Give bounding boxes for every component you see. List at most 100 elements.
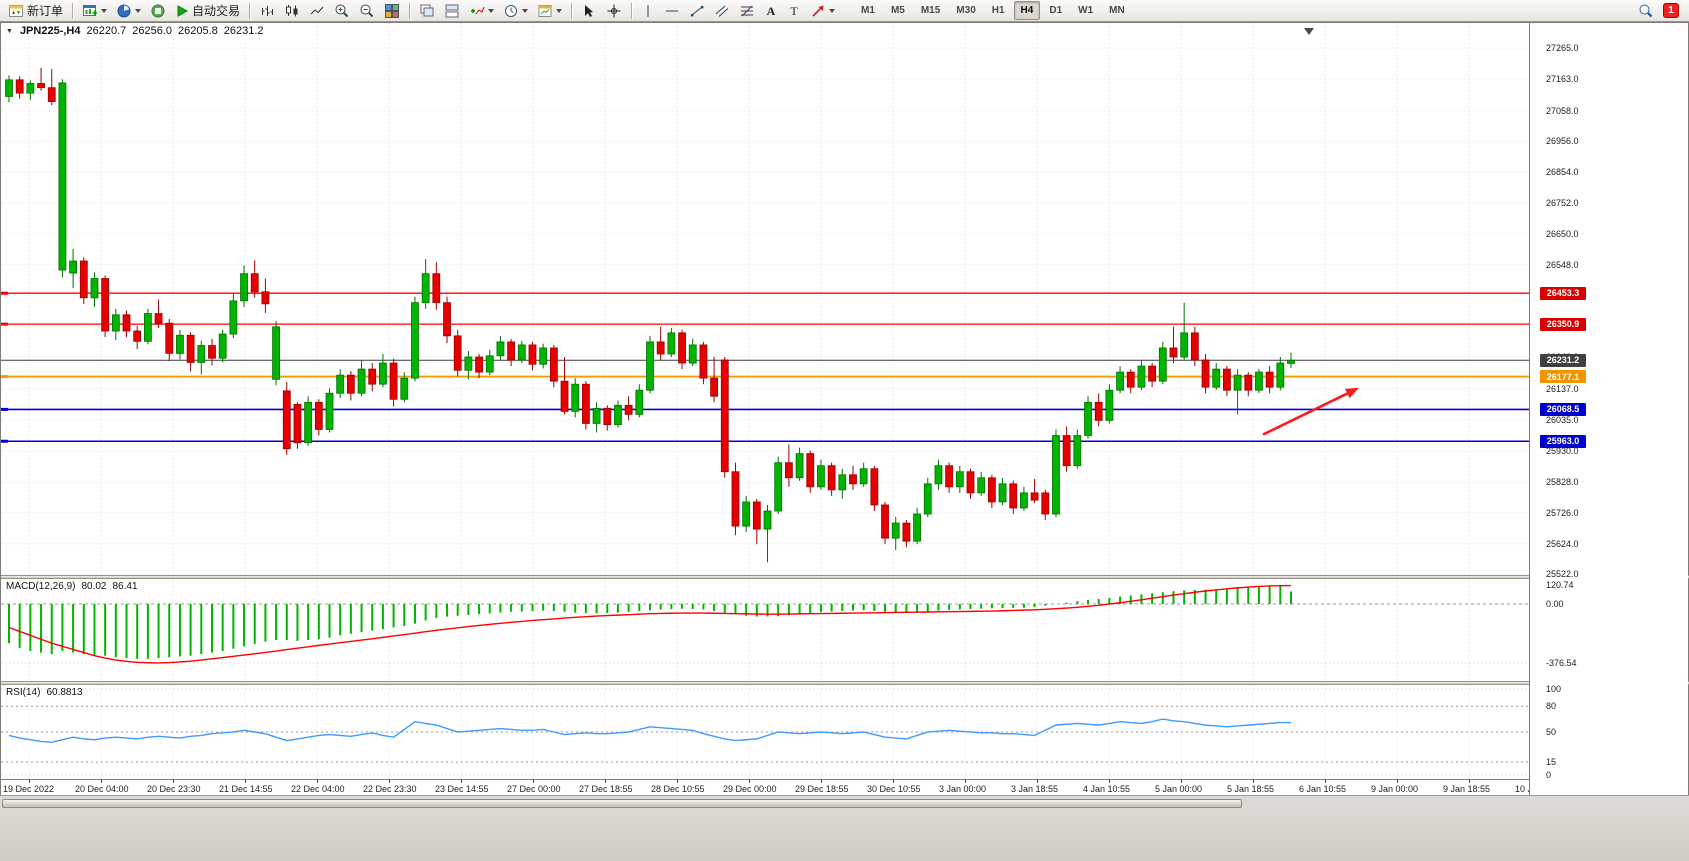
time-axis-tick <box>533 780 534 783</box>
time-axis-tick <box>965 780 966 783</box>
fibonacci-tool-button[interactable] <box>735 1 759 21</box>
candlestick-series <box>5 67 1295 563</box>
timeframe-button-H1[interactable]: H1 <box>985 1 1012 20</box>
price-badge: 26068.5 <box>1540 402 1586 416</box>
time-axis-tick <box>677 780 678 783</box>
h-line-handle[interactable] <box>1 407 8 411</box>
axis-price-label: 25726.0 <box>1546 507 1579 518</box>
tile-windows-button[interactable] <box>380 1 404 21</box>
axis-price-label: 25930.0 <box>1546 446 1579 457</box>
text-icon: A <box>767 4 776 18</box>
symbol-period-label: JPN225-,H4 <box>19 25 81 37</box>
cascade-windows-button[interactable] <box>415 1 439 21</box>
search-icon <box>1639 4 1653 17</box>
timeframe-button-MN[interactable]: MN <box>1102 1 1132 20</box>
timeframe-button-H4[interactable]: H4 <box>1013 1 1041 20</box>
time-axis-label: 20 Dec 23:30 <box>147 784 201 794</box>
axis-price-label: 26548.0 <box>1546 259 1579 270</box>
timeframe-button-M30[interactable]: M30 <box>949 1 982 20</box>
candlestick-mode-button[interactable] <box>280 1 304 21</box>
low-value: 26205.8 <box>178 25 218 37</box>
editor-button[interactable] <box>146 1 170 21</box>
time-axis[interactable]: 19 Dec 2022 20 Dec 04:00 20 Dec 23:30 21 De… <box>1 779 1529 796</box>
macd-panel[interactable] <box>1 579 1529 681</box>
time-axis-tick <box>461 780 462 783</box>
axis-price-label: 26956.0 <box>1546 136 1579 147</box>
editor-icon <box>151 4 165 17</box>
price-badge: 26453.3 <box>1540 286 1586 300</box>
panel-splitter[interactable] <box>1 681 1689 685</box>
toolbar-separator <box>72 2 74 19</box>
timeframe-button-M5[interactable]: M5 <box>884 1 912 20</box>
time-axis-tick <box>749 780 750 783</box>
zoom-in-button[interactable] <box>330 1 354 21</box>
chart-plot-area[interactable]: ▼ JPN225-,H4 26220.7 26256.0 26205.8 262… <box>1 23 1689 796</box>
h-line-handle[interactable] <box>1 375 8 379</box>
chart-shift-marker[interactable] <box>1304 28 1314 35</box>
horizontal-level-lines[interactable] <box>1 291 1529 443</box>
template-icon <box>538 4 552 17</box>
vertical-line-tool-button[interactable] <box>637 1 659 21</box>
h-line-handle[interactable] <box>1 291 8 295</box>
trendline-tool-button[interactable] <box>685 1 709 21</box>
chart-ohlc-header: ▼ JPN225-,H4 26220.7 26256.0 26205.8 262… <box>6 25 264 37</box>
time-axis-label: 19 Dec 2022 <box>3 784 55 794</box>
price-axis[interactable]: 27265.0 27163.0 27058.0 26956.0 26854.0 26752… <box>1529 23 1688 796</box>
trend-arrow-annotation[interactable] <box>1262 387 1359 436</box>
timeframe-button-M1[interactable]: M1 <box>854 1 882 20</box>
time-axis-label: 28 Dec 10:55 <box>651 784 705 794</box>
timeframe-button-M15[interactable]: M15 <box>914 1 947 20</box>
chevron-down-icon <box>522 8 529 13</box>
h-line-handle[interactable] <box>1 439 8 443</box>
horizontal-line-icon <box>666 10 679 11</box>
crosshair-tool-button[interactable] <box>602 1 626 21</box>
main-toolbar: 新订单 自动交易 <box>0 0 1689 22</box>
autotrading-button[interactable]: 自动交易 <box>171 1 244 21</box>
search-button[interactable] <box>1634 1 1658 21</box>
horizontal-scrollbar[interactable] <box>2 799 1242 808</box>
timeframe-button-D1[interactable]: D1 <box>1042 1 1069 20</box>
main-gridlines <box>1 23 1529 575</box>
channel-tool-button[interactable] <box>710 1 734 21</box>
label-tool-button[interactable]: T <box>783 1 805 21</box>
line-chart-mode-button[interactable] <box>305 1 329 21</box>
zoom-out-button[interactable] <box>355 1 379 21</box>
bar-chart-mode-button[interactable] <box>255 1 279 21</box>
new-chart-button[interactable] <box>78 1 111 21</box>
arrow-tool-icon <box>812 5 824 17</box>
new-order-button[interactable]: 新订单 <box>4 1 67 21</box>
cursor-tool-button[interactable] <box>577 1 601 21</box>
notification-badge[interactable]: 1 <box>1663 3 1679 18</box>
time-axis-label: 3 Jan 18:55 <box>1011 784 1059 794</box>
profiles-button[interactable] <box>112 1 145 21</box>
price-chart-panel[interactable] <box>1 23 1529 575</box>
toolbar-separator <box>249 2 251 19</box>
zoom-in-icon <box>335 4 349 17</box>
bar-chart-icon <box>262 5 274 16</box>
autotrading-label: 自动交易 <box>192 4 241 18</box>
axis-price-label: 26752.0 <box>1546 198 1579 209</box>
periods-button[interactable] <box>499 1 532 21</box>
chevron-down-icon <box>101 8 108 13</box>
indicators-button[interactable] <box>465 1 498 21</box>
timeframe-button-W1[interactable]: W1 <box>1071 1 1100 20</box>
time-axis-tick <box>1109 780 1110 783</box>
bottom-scroll-area <box>0 795 1689 861</box>
arrange-windows-button[interactable] <box>440 1 464 21</box>
arrows-tool-button[interactable] <box>806 1 839 21</box>
horizontal-line-tool-button[interactable] <box>660 1 684 21</box>
svg-text:A: A <box>767 4 776 18</box>
rsi-scale-label: 15 <box>1546 757 1557 768</box>
time-axis-label: 5 Jan 00:00 <box>1155 784 1203 794</box>
price-badge: 26350.9 <box>1540 317 1586 331</box>
panel-splitter[interactable] <box>1 575 1689 579</box>
vertical-line-icon <box>647 4 649 17</box>
chevron-down-icon <box>829 8 836 13</box>
rsi-panel[interactable] <box>1 685 1529 779</box>
one-click-trading-toggle[interactable]: ▼ <box>6 27 13 35</box>
time-axis-label: 22 Dec 04:00 <box>291 784 345 794</box>
text-tool-button[interactable]: A <box>760 1 782 21</box>
h-line-handle[interactable] <box>1 322 8 326</box>
trendline-icon <box>691 5 704 16</box>
templates-button[interactable] <box>533 1 566 21</box>
